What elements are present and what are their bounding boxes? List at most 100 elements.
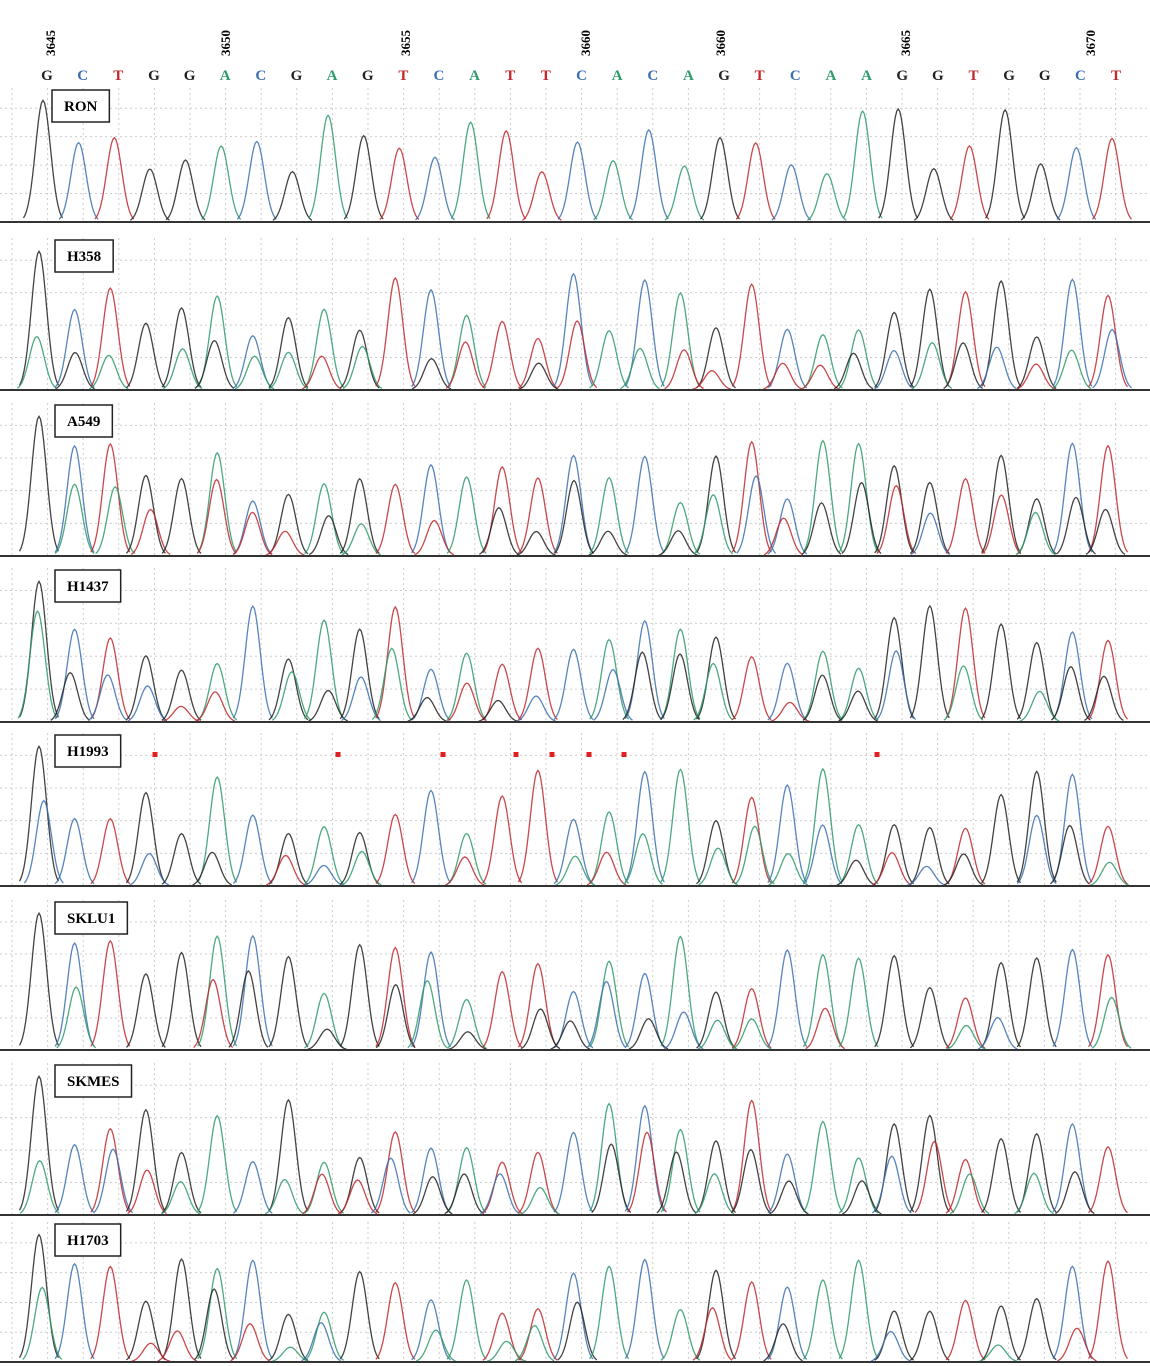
trace-peak <box>661 769 700 882</box>
trace-peak <box>555 481 594 554</box>
trace-peak <box>877 651 916 720</box>
trace-peak <box>1053 443 1092 552</box>
trace-peak <box>162 953 201 1047</box>
trace-peak <box>266 856 305 886</box>
panel-label: A549 <box>67 414 100 430</box>
position-label: 3660 <box>578 30 593 56</box>
base-call: T <box>1111 68 1121 84</box>
trace-peak <box>764 518 803 555</box>
trace-peak <box>1052 350 1091 388</box>
trace-peak <box>803 675 842 720</box>
trace-peak <box>487 131 526 219</box>
trace-peak <box>305 620 344 718</box>
trace-peak <box>879 109 918 218</box>
trace-peak <box>309 115 348 218</box>
trace-peak <box>732 1282 771 1359</box>
trace-peak <box>590 640 629 720</box>
trace-peak <box>269 1100 308 1211</box>
trace-peak <box>803 441 842 552</box>
trace-peak <box>55 1145 94 1213</box>
trace-peak <box>982 624 1021 719</box>
trace-peak <box>269 352 308 388</box>
chromatogram-figure: 3645365036553660366036653670GCTGGACGAGTC… <box>0 0 1150 1366</box>
position-label: 3650 <box>218 30 233 56</box>
base-call: G <box>718 68 730 84</box>
trace-peak <box>1053 950 1092 1047</box>
trace-peak <box>946 608 985 718</box>
trace-peak <box>376 484 415 553</box>
trace-peak <box>1055 1172 1094 1214</box>
trace-peak <box>233 1260 272 1358</box>
panel-label: H358 <box>67 249 101 265</box>
trace-peak <box>807 174 846 221</box>
trace-peak <box>590 478 629 554</box>
trace-peak <box>412 791 451 883</box>
trace-peak <box>950 146 989 220</box>
trace-peak <box>376 1132 415 1212</box>
trace-peak <box>1092 997 1131 1048</box>
trace-peak <box>416 157 455 220</box>
trace-peak <box>661 1310 700 1361</box>
trace-peak <box>697 637 736 719</box>
trace-peak <box>483 321 522 387</box>
trace-peak <box>913 343 952 389</box>
trace-peak <box>946 1160 985 1214</box>
trace-peak <box>732 797 771 883</box>
trace-peak <box>88 675 127 721</box>
trace-peak <box>20 1076 59 1210</box>
trace-peak <box>772 165 811 220</box>
trace-peak <box>1089 1147 1128 1213</box>
trace-peak <box>1057 148 1096 220</box>
trace-peak <box>803 651 842 719</box>
trace-peak <box>518 648 557 719</box>
position-label: 3655 <box>398 30 413 57</box>
trace-peak <box>447 653 486 720</box>
trace-peak <box>479 508 518 555</box>
trace-peak <box>982 1306 1021 1360</box>
trace-peak <box>126 1110 165 1212</box>
base-call: C <box>790 68 801 84</box>
base-call: G <box>896 68 908 84</box>
trace-peak <box>554 649 593 719</box>
trace-peak <box>697 456 736 552</box>
trace-peak <box>126 1301 165 1360</box>
trace-peak <box>376 278 415 386</box>
trace-peak <box>732 1101 771 1212</box>
trace-peak <box>768 663 807 720</box>
trace-peak <box>732 1019 771 1049</box>
base-call: G <box>362 68 374 84</box>
trace-panel: H1703 <box>0 1222 1150 1362</box>
trace-peak <box>623 834 662 885</box>
trace-peak <box>126 974 165 1048</box>
trace-peak <box>839 444 878 553</box>
trace-peak <box>126 475 165 553</box>
trace-peak <box>305 484 344 554</box>
trace-peak <box>59 143 98 220</box>
trace-peak <box>195 341 234 389</box>
trace-peak <box>1050 826 1089 884</box>
base-call: G <box>41 68 53 84</box>
trace-peak <box>731 1150 770 1213</box>
trace-peak <box>978 1018 1017 1049</box>
trace-peak <box>701 138 740 219</box>
trace-peak <box>55 446 94 552</box>
base-call: T <box>505 68 515 84</box>
trace-peak <box>305 993 344 1048</box>
trace-peak <box>1089 640 1128 719</box>
trace-peak <box>55 484 94 553</box>
trace-peak <box>590 1266 629 1358</box>
trace-peak <box>1051 667 1090 720</box>
trace-peak <box>659 531 698 555</box>
trace-peak <box>481 1174 520 1214</box>
base-call: A <box>861 68 872 84</box>
trace-peak <box>625 1260 664 1359</box>
trace-peak <box>875 1124 914 1212</box>
trace-peak <box>875 466 914 553</box>
trace-peak <box>587 982 626 1048</box>
trace-peak <box>910 483 949 554</box>
base-call: A <box>683 68 694 84</box>
trace-peak <box>23 1287 62 1359</box>
panel-label: H1703 <box>67 1233 109 1249</box>
trace-peak <box>982 795 1021 883</box>
trace-peak <box>770 702 809 721</box>
